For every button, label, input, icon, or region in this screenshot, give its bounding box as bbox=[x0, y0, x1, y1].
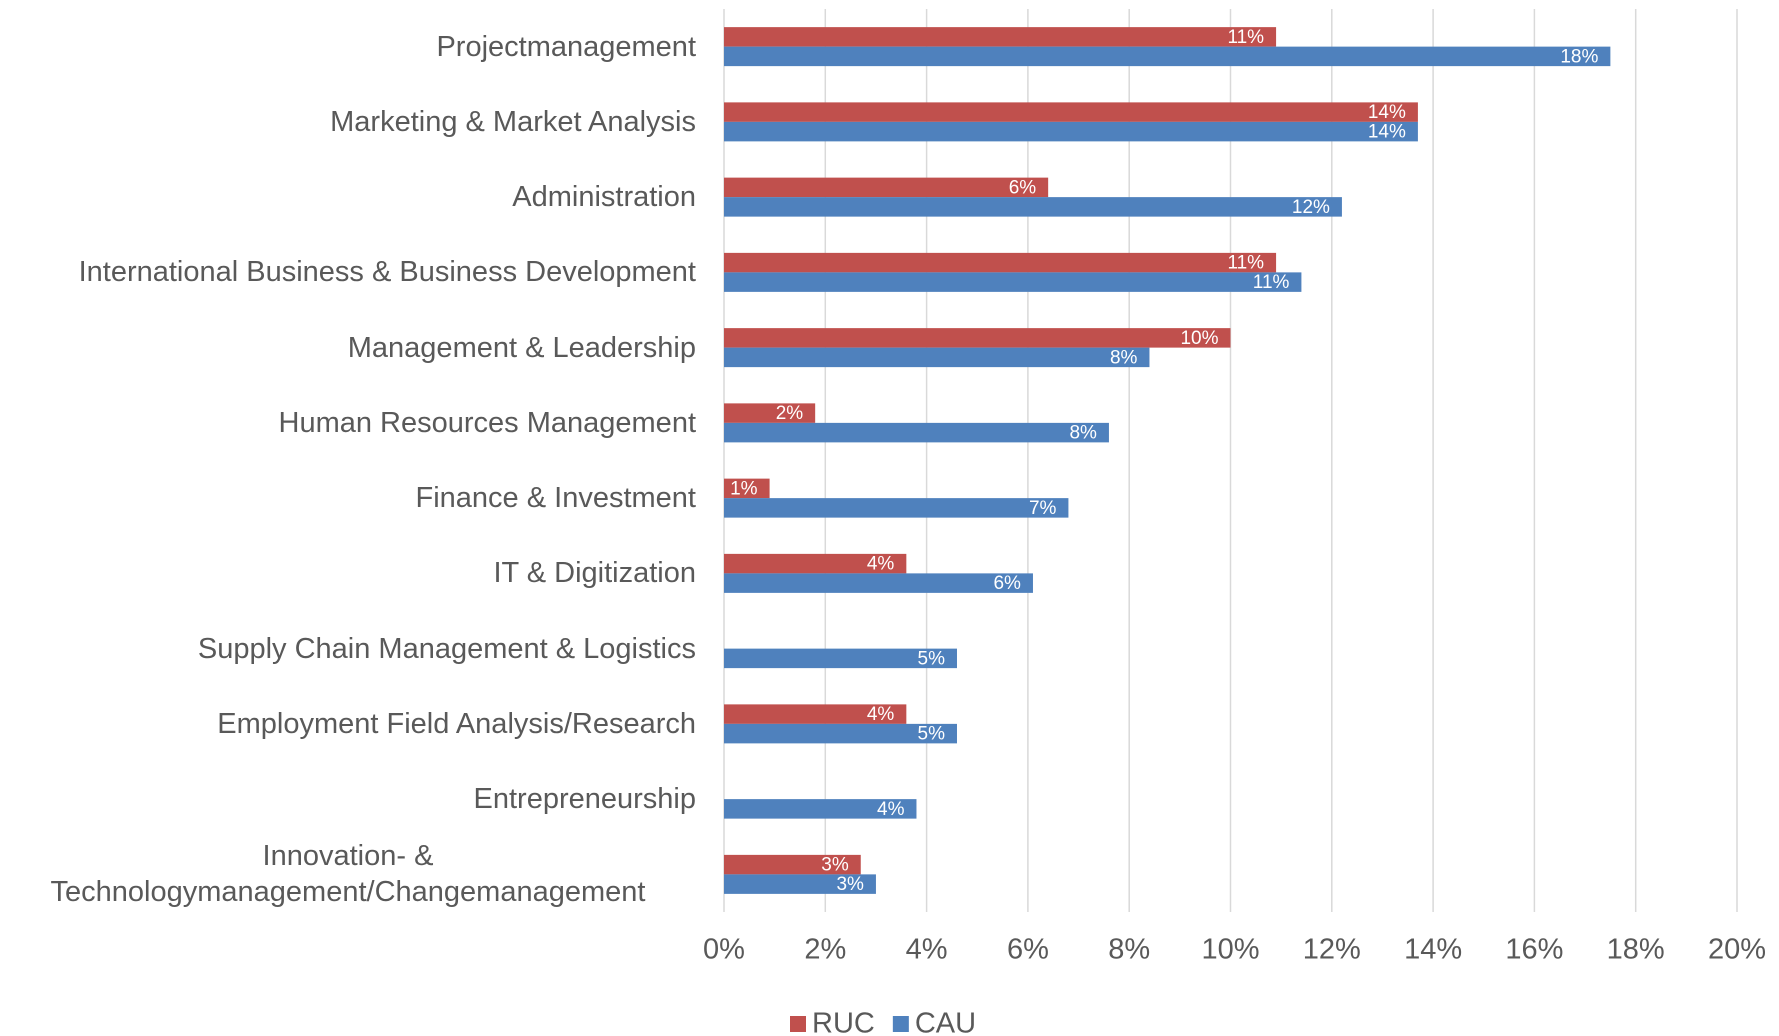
x-tick-label: 4% bbox=[906, 934, 948, 966]
value-label: 8% bbox=[1069, 423, 1097, 444]
value-label: 10% bbox=[1180, 328, 1218, 349]
x-tick-label: 14% bbox=[1404, 934, 1462, 966]
category-label: Supply Chain Management & Logistics bbox=[197, 632, 696, 665]
value-label: 4% bbox=[867, 554, 895, 575]
value-label: 3% bbox=[836, 874, 864, 895]
value-label: 11% bbox=[1227, 27, 1264, 48]
x-tick-label: 0% bbox=[703, 934, 745, 966]
x-tick-label: 18% bbox=[1607, 934, 1665, 966]
value-label: 14% bbox=[1368, 122, 1406, 143]
value-label: 3% bbox=[821, 855, 849, 876]
legend-label: CAU bbox=[915, 1008, 976, 1036]
bar bbox=[724, 553, 907, 574]
bar bbox=[724, 573, 1033, 593]
x-tick-label: 6% bbox=[1007, 934, 1049, 966]
bar bbox=[724, 272, 1302, 292]
value-label: 1% bbox=[730, 478, 758, 499]
bar bbox=[724, 177, 1049, 198]
legend-swatch bbox=[790, 1016, 806, 1032]
category-label: Marketing & Market Analysis bbox=[330, 105, 696, 138]
category-label: Human Resources Management bbox=[278, 406, 696, 439]
value-label: 5% bbox=[918, 648, 946, 669]
value-label: 14% bbox=[1368, 102, 1406, 123]
legend-label: RUC bbox=[812, 1008, 875, 1036]
category-label: Management & Leadership bbox=[347, 331, 696, 364]
bar bbox=[724, 46, 1611, 67]
bar bbox=[724, 347, 1150, 368]
bar bbox=[724, 648, 957, 669]
value-label: 6% bbox=[1009, 177, 1037, 198]
category-label: Projectmanagement bbox=[436, 30, 696, 63]
value-label: 12% bbox=[1292, 197, 1330, 218]
category-label: Employment Field Analysis/Research bbox=[217, 707, 696, 740]
value-label: 2% bbox=[776, 403, 804, 424]
bar bbox=[724, 102, 1418, 122]
bar bbox=[724, 874, 876, 894]
category-label: IT & Digitization bbox=[493, 557, 696, 590]
x-tick-label: 8% bbox=[1108, 934, 1150, 966]
bar bbox=[724, 422, 1109, 443]
value-label: 7% bbox=[1029, 498, 1057, 519]
value-label: 11% bbox=[1227, 253, 1264, 274]
category-label: Finance & Investment bbox=[415, 482, 696, 515]
bar bbox=[724, 723, 957, 744]
x-tick-label: 2% bbox=[804, 934, 846, 966]
x-tick-label: 16% bbox=[1505, 934, 1563, 966]
bar bbox=[724, 704, 907, 724]
bar bbox=[724, 854, 861, 875]
value-label: 8% bbox=[1110, 347, 1138, 368]
bar bbox=[724, 498, 1069, 518]
value-label: 18% bbox=[1560, 46, 1598, 67]
value-label: 4% bbox=[867, 704, 895, 725]
x-tick-label: 10% bbox=[1201, 934, 1259, 966]
category-label: Innovation- & Technologymanagement/Chang… bbox=[50, 840, 646, 909]
bar bbox=[724, 799, 917, 819]
x-tick-label: 12% bbox=[1303, 934, 1361, 966]
bar bbox=[724, 27, 1277, 47]
bar bbox=[724, 121, 1418, 142]
category-label: Administration bbox=[512, 181, 696, 214]
x-tick-label: 20% bbox=[1708, 934, 1766, 966]
category-label: International Business & Business Develo… bbox=[78, 256, 696, 289]
bar bbox=[724, 328, 1231, 348]
value-label: 6% bbox=[993, 573, 1021, 594]
bar bbox=[724, 478, 770, 499]
value-label: 4% bbox=[877, 799, 905, 820]
value-label: 5% bbox=[918, 724, 946, 745]
legend-swatch bbox=[892, 1016, 909, 1032]
bar bbox=[724, 197, 1342, 217]
category-label: Entrepreneurship bbox=[473, 783, 696, 816]
bar bbox=[724, 252, 1277, 273]
value-label: 11% bbox=[1253, 272, 1290, 293]
bar bbox=[724, 403, 816, 423]
